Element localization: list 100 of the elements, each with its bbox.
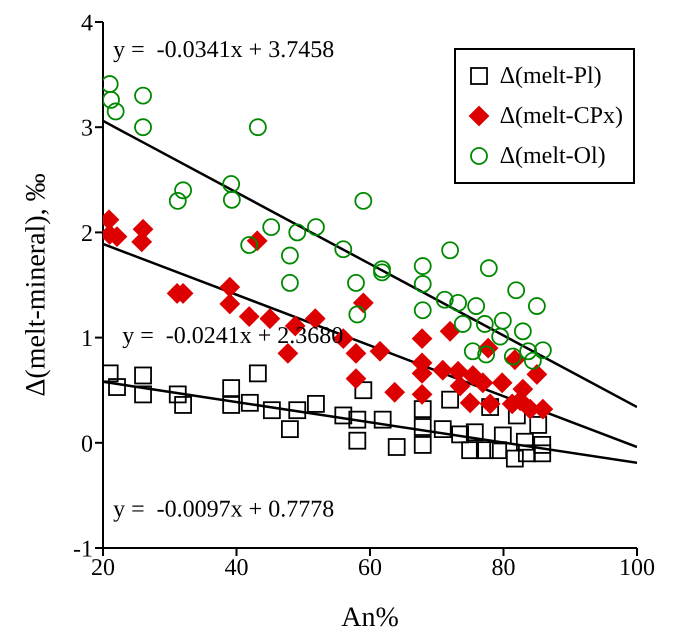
point <box>281 246 299 264</box>
point <box>168 386 187 404</box>
y-tick-label: 3 <box>81 116 93 142</box>
point <box>507 281 526 300</box>
point <box>414 275 432 293</box>
point <box>464 342 482 360</box>
point <box>248 118 267 136</box>
point <box>240 394 259 412</box>
point <box>533 444 552 462</box>
point <box>373 263 391 282</box>
point <box>526 364 548 385</box>
x-tick-label: 60 <box>358 555 382 582</box>
point <box>248 364 267 382</box>
point <box>472 372 494 394</box>
x-tick-label: 40 <box>224 555 248 582</box>
point <box>168 192 187 210</box>
point <box>347 274 365 292</box>
point <box>441 241 459 260</box>
point <box>528 297 546 315</box>
point <box>346 368 366 390</box>
point <box>454 315 472 333</box>
point <box>134 366 152 384</box>
point <box>476 441 494 460</box>
point <box>476 315 494 333</box>
point <box>480 393 501 414</box>
point <box>491 328 510 346</box>
point <box>534 341 552 360</box>
point <box>412 328 432 350</box>
point <box>352 292 374 314</box>
y-tick-label: -1 <box>73 536 93 563</box>
point <box>436 290 454 309</box>
point <box>481 398 500 416</box>
point <box>288 224 306 242</box>
point <box>108 378 126 396</box>
point <box>334 240 352 258</box>
point <box>373 260 391 278</box>
x-axis-title: An% <box>341 602 399 633</box>
y-tick-label: 1 <box>81 326 93 352</box>
x-tick-label: 20 <box>91 555 115 582</box>
point <box>441 390 459 409</box>
point <box>524 352 542 370</box>
x-tick-label: 100 <box>619 555 655 582</box>
point <box>414 400 432 418</box>
point <box>467 297 486 315</box>
legend-label: Δ(melt-Ol) <box>500 142 606 170</box>
point <box>450 376 471 396</box>
point <box>412 384 432 405</box>
x-tick-label: 80 <box>492 555 516 582</box>
point <box>414 301 432 320</box>
point <box>281 274 299 292</box>
point <box>494 426 512 444</box>
point <box>449 294 468 312</box>
point <box>370 340 390 362</box>
annotation: y = -0.0341x + 3.7458 <box>113 36 334 63</box>
point <box>374 410 392 429</box>
point <box>222 379 240 397</box>
point <box>466 423 484 442</box>
point <box>240 236 258 254</box>
point <box>222 175 240 193</box>
point <box>262 218 280 236</box>
point <box>516 432 534 451</box>
point <box>533 436 552 454</box>
point <box>414 436 432 454</box>
point <box>460 392 481 414</box>
y-tick-label: 2 <box>81 220 93 247</box>
point <box>518 444 536 462</box>
point <box>222 396 240 414</box>
point <box>288 401 306 420</box>
point <box>504 348 522 366</box>
point <box>307 394 325 413</box>
point <box>106 102 125 120</box>
point <box>134 386 152 404</box>
point <box>262 401 281 420</box>
point <box>489 441 508 460</box>
point <box>281 420 299 438</box>
point <box>506 450 524 468</box>
point <box>307 218 325 236</box>
legend-label: Δ(melt-Pl) <box>500 62 602 90</box>
y-tick-label: 4 <box>81 10 93 37</box>
point <box>354 192 372 210</box>
point <box>384 382 406 403</box>
point <box>174 181 192 200</box>
point <box>134 86 152 105</box>
point <box>103 90 120 109</box>
point <box>238 306 260 327</box>
point <box>514 322 532 340</box>
point <box>134 118 152 136</box>
point <box>346 342 366 364</box>
point <box>440 320 460 342</box>
point <box>494 312 512 330</box>
point <box>451 425 470 444</box>
point <box>354 381 372 400</box>
point <box>461 441 480 460</box>
point <box>519 342 538 360</box>
point <box>174 396 192 414</box>
point <box>414 257 432 275</box>
point <box>388 438 406 456</box>
point <box>492 372 513 394</box>
legend-label: Δ(melt-CPx) <box>500 102 623 130</box>
point <box>529 416 548 434</box>
